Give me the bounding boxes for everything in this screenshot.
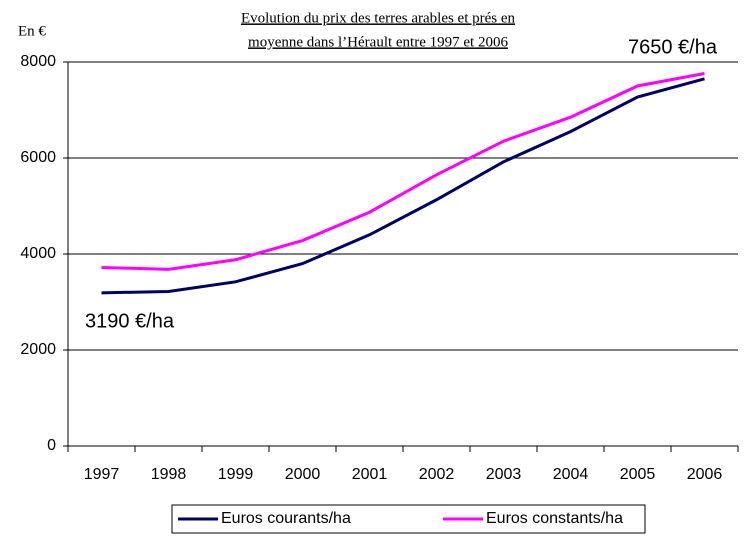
line-series bbox=[101, 72, 705, 271]
chart-title: moyenne dans l’Hérault entre 1997 et 200… bbox=[248, 34, 508, 50]
legend-box bbox=[171, 504, 646, 534]
y-axis-label: En € bbox=[18, 23, 46, 39]
x-tick-label: 2001 bbox=[352, 466, 388, 483]
y-tick-label: 4000 bbox=[20, 245, 56, 262]
x-tick-label: 1997 bbox=[84, 466, 120, 483]
x-tick-label: 2005 bbox=[620, 466, 656, 483]
x-tick-label: 2000 bbox=[285, 466, 321, 483]
y-tick-label: 0 bbox=[47, 437, 56, 454]
x-tick-label: 1999 bbox=[218, 466, 254, 483]
line-series bbox=[101, 77, 705, 295]
legend-label: Euros constants/ha bbox=[486, 510, 623, 527]
annotation: 3190 €/ha bbox=[85, 310, 175, 332]
x-tick-label: 2002 bbox=[419, 466, 455, 483]
x-tick-label: 2006 bbox=[687, 466, 723, 483]
legend-label: Euros courants/ha bbox=[221, 510, 351, 527]
x-tick-label: 2004 bbox=[553, 466, 589, 483]
annotation: 7650 €/ha bbox=[628, 36, 718, 58]
y-tick-label: 2000 bbox=[20, 341, 56, 358]
chart-title: Evolution du prix des terres arables et … bbox=[241, 10, 516, 26]
y-tick-label: 8000 bbox=[20, 53, 56, 70]
y-tick-label: 6000 bbox=[20, 149, 56, 166]
x-tick-label: 1998 bbox=[151, 466, 187, 483]
x-tick-label: 2003 bbox=[486, 466, 522, 483]
